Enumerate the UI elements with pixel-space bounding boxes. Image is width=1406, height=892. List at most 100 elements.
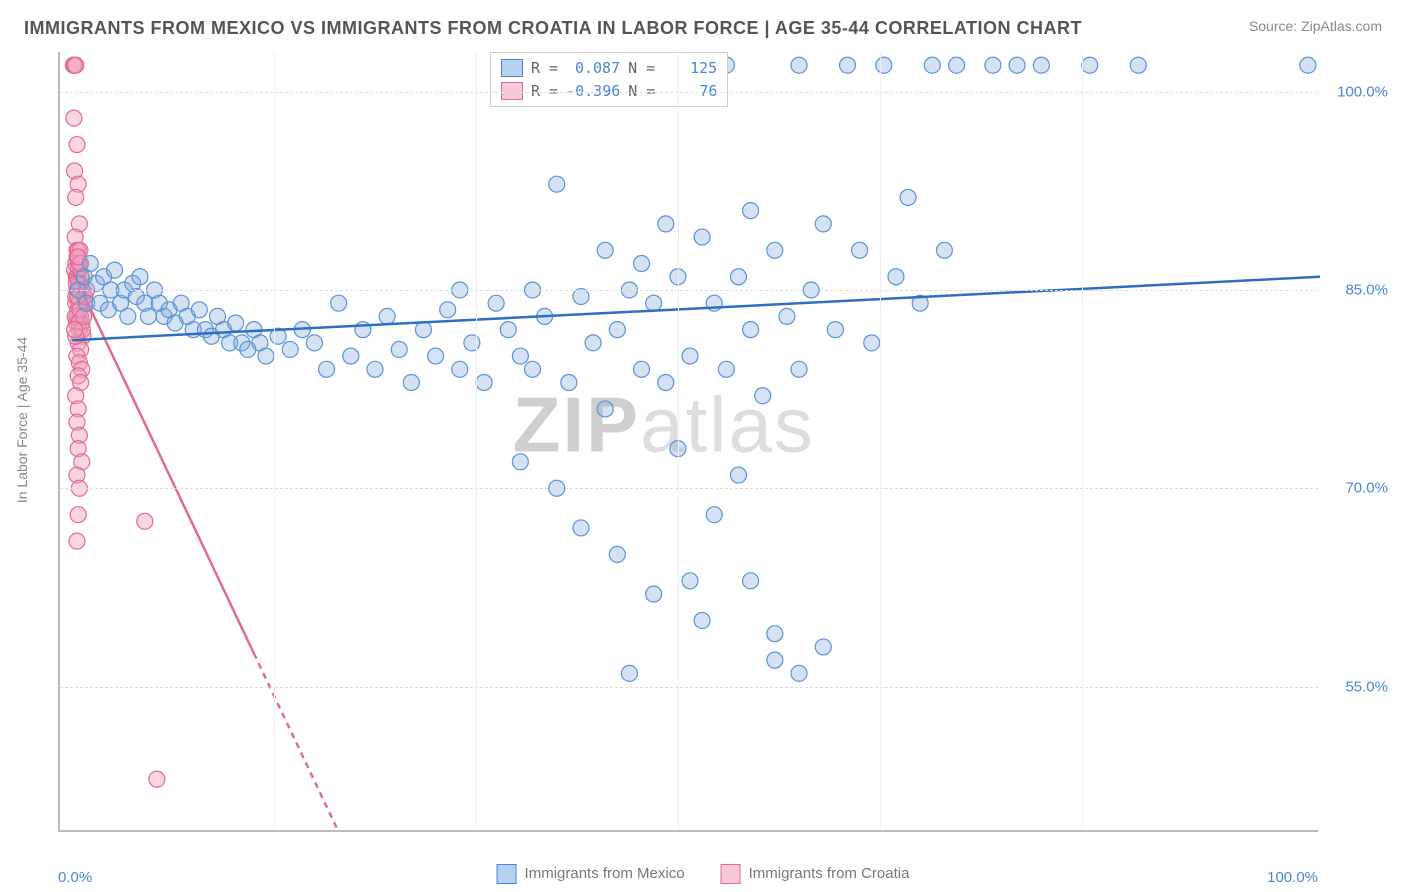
n-label: N = xyxy=(628,57,655,80)
croatia-point xyxy=(69,533,85,549)
mexico-point xyxy=(319,361,335,377)
mexico-point xyxy=(840,57,856,73)
mexico-point xyxy=(985,57,1001,73)
y-tick-label: 70.0% xyxy=(1345,480,1388,497)
mexico-point xyxy=(573,520,589,536)
mexico-point xyxy=(367,361,383,377)
gridline-h xyxy=(60,687,1318,688)
legend-swatch-mexico xyxy=(501,59,523,77)
chart-plot-area: ZIPatlas R = 0.087 N = 125 R = -0.396 N … xyxy=(58,52,1318,832)
mexico-point xyxy=(815,216,831,232)
chart-title: IMMIGRANTS FROM MEXICO VS IMMIGRANTS FRO… xyxy=(24,18,1082,39)
mexico-point xyxy=(132,269,148,285)
mexico-trendline xyxy=(72,277,1320,340)
r-value-mexico: 0.087 xyxy=(566,57,620,80)
mexico-point xyxy=(755,388,771,404)
mexico-point xyxy=(1033,57,1049,73)
mexico-point xyxy=(476,375,492,391)
mexico-point xyxy=(609,322,625,338)
mexico-point xyxy=(512,348,528,364)
legend-stats-box: R = 0.087 N = 125 R = -0.396 N = 76 xyxy=(490,52,728,107)
mexico-point xyxy=(682,348,698,364)
mexico-point xyxy=(852,242,868,258)
legend-swatch-icon xyxy=(721,864,741,884)
mexico-point xyxy=(1130,57,1146,73)
mexico-point xyxy=(827,322,843,338)
mexico-point xyxy=(609,546,625,562)
mexico-point xyxy=(500,322,516,338)
gridline-h xyxy=(60,92,1318,93)
mexico-point xyxy=(258,348,274,364)
mexico-point xyxy=(191,302,207,318)
mexico-point xyxy=(694,229,710,245)
mexico-point xyxy=(525,361,541,377)
mexico-point xyxy=(82,256,98,272)
r-label: R = xyxy=(531,57,558,80)
mexico-point xyxy=(888,269,904,285)
mexico-point xyxy=(779,308,795,324)
mexico-point xyxy=(573,289,589,305)
x-tick-left: 0.0% xyxy=(58,869,92,886)
croatia-trendline-dashed xyxy=(254,653,339,832)
legend-label-croatia: Immigrants from Croatia xyxy=(749,865,910,882)
croatia-point xyxy=(137,513,153,529)
mexico-point xyxy=(1082,57,1098,73)
mexico-point xyxy=(585,335,601,351)
gridline-v xyxy=(678,52,679,830)
mexico-point xyxy=(718,361,734,377)
mexico-point xyxy=(391,341,407,357)
y-tick-label: 55.0% xyxy=(1345,678,1388,695)
mexico-point xyxy=(343,348,359,364)
mexico-point xyxy=(767,242,783,258)
mexico-point xyxy=(730,467,746,483)
mexico-point xyxy=(464,335,480,351)
gridline-h xyxy=(60,290,1318,291)
mexico-point xyxy=(634,361,650,377)
croatia-point xyxy=(149,771,165,787)
mexico-point xyxy=(924,57,940,73)
mexico-point xyxy=(767,626,783,642)
mexico-point xyxy=(331,295,347,311)
croatia-point xyxy=(70,507,86,523)
mexico-point xyxy=(730,269,746,285)
mexico-point xyxy=(621,665,637,681)
gridline-v xyxy=(476,52,477,830)
mexico-point xyxy=(900,189,916,205)
mexico-point xyxy=(815,639,831,655)
mexico-point xyxy=(140,308,156,324)
legend-label-mexico: Immigrants from Mexico xyxy=(525,865,685,882)
mexico-point xyxy=(694,612,710,628)
mexico-point xyxy=(228,315,244,331)
mexico-point xyxy=(440,302,456,318)
mexico-point xyxy=(706,507,722,523)
mexico-point xyxy=(488,295,504,311)
croatia-point xyxy=(68,57,84,73)
mexico-point xyxy=(949,57,965,73)
gridline-v xyxy=(1082,52,1083,830)
y-tick-label: 100.0% xyxy=(1337,83,1388,100)
mexico-point xyxy=(864,335,880,351)
mexico-point xyxy=(549,176,565,192)
legend-row-mexico: R = 0.087 N = 125 xyxy=(501,57,717,80)
mexico-point xyxy=(403,375,419,391)
mexico-point xyxy=(379,308,395,324)
legend-item-mexico: Immigrants from Mexico xyxy=(497,864,685,884)
gridline-h xyxy=(60,488,1318,489)
mexico-point xyxy=(512,454,528,470)
mexico-point xyxy=(452,361,468,377)
n-value-mexico: 125 xyxy=(663,57,717,80)
mexico-point xyxy=(658,216,674,232)
mexico-point xyxy=(597,401,613,417)
croatia-point xyxy=(67,322,83,338)
y-axis-label: In Labor Force | Age 35-44 xyxy=(14,337,30,503)
mexico-point xyxy=(428,348,444,364)
mexico-point xyxy=(1300,57,1316,73)
mexico-point xyxy=(658,375,674,391)
mexico-point xyxy=(107,262,123,278)
gridline-v xyxy=(274,52,275,830)
gridline-v xyxy=(880,52,881,830)
mexico-point xyxy=(791,57,807,73)
legend-bottom: Immigrants from Mexico Immigrants from C… xyxy=(497,864,910,884)
mexico-point xyxy=(791,361,807,377)
legend-item-croatia: Immigrants from Croatia xyxy=(721,864,910,884)
